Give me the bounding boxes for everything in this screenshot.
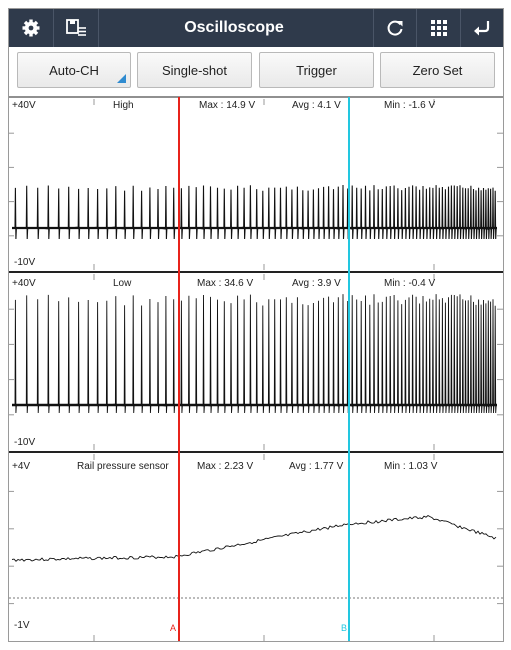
- page-title: Oscilloscope: [184, 19, 284, 36]
- dropdown-corner-icon: [117, 74, 126, 83]
- ch1-avg: Avg : 4.1 V: [292, 100, 341, 111]
- ch1-scale-bottom: -10V: [14, 257, 36, 268]
- ch1-max: Max : 14.9 V: [199, 100, 256, 111]
- ch1-min: Min : -1.6 V: [384, 100, 436, 111]
- toolbar: Auto-CH Single-shot Trigger Zero Set: [9, 47, 503, 97]
- refresh-icon: [387, 20, 403, 36]
- refresh-button[interactable]: [373, 9, 416, 47]
- ch3-name: Rail pressure sensor: [77, 461, 169, 472]
- single-shot-label: Single-shot: [161, 62, 228, 78]
- ch1-name: High: [113, 100, 134, 111]
- waveform-traces: [11, 184, 497, 562]
- ch3-scale-bottom: -1V: [14, 620, 30, 631]
- ch1-scale-top: +40V: [12, 100, 36, 111]
- ch3-scale-top: +4V: [12, 461, 31, 472]
- grid-button[interactable]: [416, 9, 460, 47]
- ch3-min: Min : 1.03 V: [384, 461, 438, 472]
- settings-button[interactable]: [9, 9, 54, 47]
- ch2-min: Min : -0.4 V: [384, 278, 436, 289]
- waveform-display[interactable]: [9, 9, 503, 641]
- grid-icon: [430, 20, 447, 36]
- ch3-max: Max : 2.23 V: [197, 461, 254, 472]
- trigger-button[interactable]: Trigger: [259, 52, 374, 88]
- ch2-max: Max : 34.6 V: [197, 278, 254, 289]
- gear-icon: [22, 19, 40, 37]
- save-list-button[interactable]: [54, 9, 99, 47]
- zero-set-label: Zero Set: [412, 62, 463, 78]
- oscilloscope-window: Oscilloscope Auto-CH: [8, 8, 504, 642]
- single-shot-button[interactable]: Single-shot: [137, 52, 252, 88]
- save-list-icon: [66, 19, 86, 36]
- auto-ch-label: Auto-CH: [49, 62, 99, 78]
- cursor-a-label: A: [170, 623, 177, 633]
- back-button[interactable]: [460, 9, 503, 47]
- ch2-scale-top: +40V: [12, 278, 36, 289]
- ch2-scale-bottom: -10V: [14, 437, 36, 448]
- ch2-name: Low: [113, 278, 132, 289]
- auto-ch-button[interactable]: Auto-CH: [17, 52, 131, 88]
- trigger-label: Trigger: [296, 62, 337, 78]
- title-bar: Oscilloscope: [9, 9, 503, 47]
- zero-set-button[interactable]: Zero Set: [380, 52, 495, 88]
- channel-separators: [9, 96, 503, 453]
- ch2-avg: Avg : 3.9 V: [292, 278, 341, 289]
- cursor-b-label: B: [341, 623, 348, 633]
- ch3-avg: Avg : 1.77 V: [289, 461, 344, 472]
- back-icon: [474, 21, 490, 36]
